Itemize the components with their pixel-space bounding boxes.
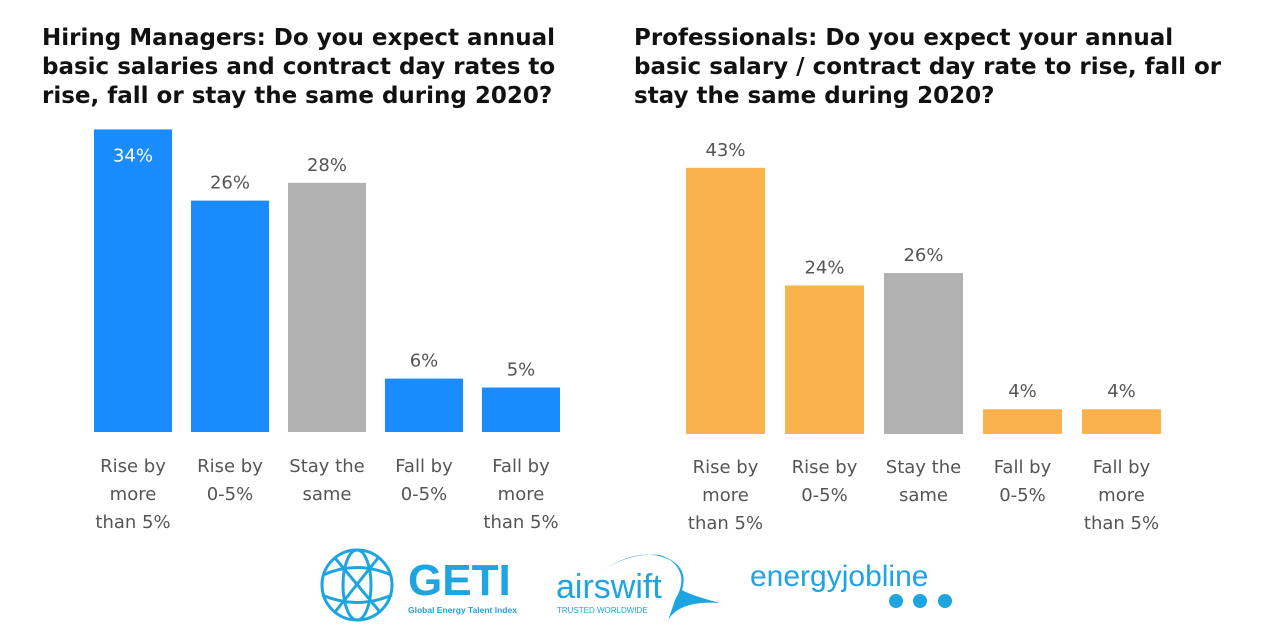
data-label: 43% (705, 140, 745, 161)
category-label: 0-5% (801, 485, 848, 506)
hard-hat-icon (938, 594, 952, 608)
swift-bird-icon (600, 554, 720, 620)
oil-drop-icon (889, 594, 903, 608)
category-label: than 5% (95, 512, 170, 533)
category-label: Fall by (395, 456, 453, 477)
category-label: more (702, 485, 749, 506)
data-label: 5% (507, 360, 536, 381)
category-label: 0-5% (999, 485, 1046, 506)
geti-logo: GETI Global Energy Talent Index (320, 548, 517, 622)
category-label: Rise by (100, 456, 166, 477)
category-label: than 5% (688, 513, 763, 534)
category-label: Rise by (792, 457, 858, 478)
category-label: same (899, 485, 948, 506)
data-label: 4% (1107, 381, 1136, 402)
bar (482, 387, 560, 432)
data-label: 28% (307, 155, 347, 176)
chart-title-professionals: Professionals: Do you expect your annual… (634, 25, 1222, 109)
category-label: Stay the (886, 457, 961, 478)
bar (288, 182, 366, 432)
bar (686, 167, 765, 434)
wind-turbine-icon (913, 594, 927, 608)
category-label: more (110, 484, 157, 505)
energyjobline-logo: energyjobline (750, 560, 952, 608)
category-label: than 5% (1084, 513, 1159, 534)
category-label: Fall by (1093, 457, 1151, 478)
data-label: 4% (1008, 381, 1037, 402)
category-label: more (1098, 485, 1145, 506)
bar (884, 273, 963, 434)
bar (191, 200, 269, 432)
data-label: 26% (210, 173, 250, 194)
bar (983, 409, 1062, 434)
category-label: Rise by (197, 456, 263, 477)
category-label: Rise by (693, 457, 759, 478)
globe-icon (320, 548, 394, 622)
geti-wordmark: GETI (408, 556, 511, 605)
energyjobline-wordmark: energyjobline (750, 560, 928, 593)
bar (94, 129, 172, 432)
chart-title-hiring-managers: Hiring Managers: Do you expect annual ba… (42, 25, 556, 109)
category-label: Fall by (994, 457, 1052, 478)
bar (385, 378, 463, 432)
category-label: Stay the (289, 456, 364, 477)
bar (1082, 409, 1161, 434)
category-label: 0-5% (207, 484, 254, 505)
data-label: 24% (804, 257, 844, 278)
airswift-wordmark: airswift (556, 568, 662, 606)
category-label: than 5% (483, 512, 558, 533)
category-label: same (302, 484, 351, 505)
data-label: 6% (410, 351, 439, 372)
bar (785, 285, 864, 434)
sponsor-logos: GETI Global Energy Talent Index airswift… (320, 548, 952, 622)
geti-tagline: Global Energy Talent Index (408, 605, 517, 615)
data-label: 26% (903, 245, 943, 266)
category-label: 0-5% (401, 484, 448, 505)
data-label: 34% (113, 145, 153, 166)
airswift-logo: airswift TRUSTED WORLDWIDE (556, 554, 720, 620)
airswift-tagline: TRUSTED WORLDWIDE (557, 606, 648, 615)
category-label: more (498, 484, 545, 505)
category-label: Fall by (492, 456, 550, 477)
